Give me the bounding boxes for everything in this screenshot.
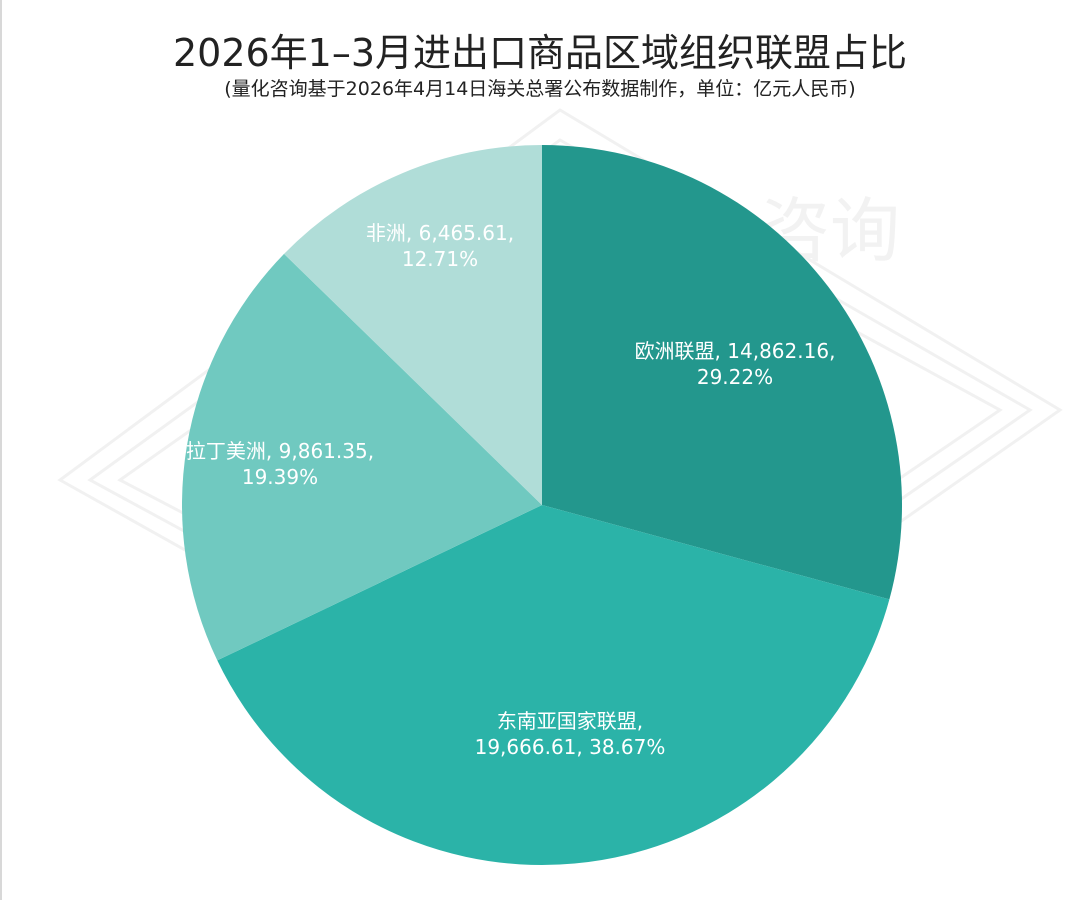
slice-label: 东南亚国家联盟, [497,709,643,733]
frame-border [0,0,2,900]
slice-label: 19,666.61, 38.67% [475,735,666,759]
slice-label: 19.39% [242,465,318,489]
pie-slice-3 [284,145,542,505]
pie-slice-1 [217,505,890,866]
chart-title: 2026年1–3月进出口商品区域组织联盟占比 [172,31,908,75]
slice-label: 欧洲联盟, 14,862.16, [635,339,836,363]
slice-labels: 欧洲联盟, 14,862.16,29.22% 东南亚国家联盟,19,666.61,… [186,221,836,759]
pie-slice-2 [181,253,542,661]
pie-slice-0 [542,145,903,600]
slice-label: 29.22% [697,365,773,389]
slice-label: 12.71% [402,247,478,271]
pie-slices [181,145,903,866]
slice-label: 拉丁美洲, 9,861.35, [186,439,374,463]
slice-label: 非洲, 6,465.61, [366,221,514,245]
chart-subtitle: (量化咨询基于2026年4月14日海关总署公布数据制作，单位：亿元人民币) [224,78,856,100]
